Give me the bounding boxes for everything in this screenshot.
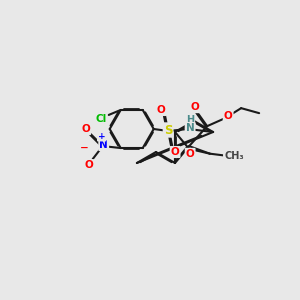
Text: H: H bbox=[186, 115, 194, 125]
Text: O: O bbox=[157, 105, 166, 115]
Text: O: O bbox=[84, 160, 93, 170]
Text: S: S bbox=[164, 124, 172, 136]
Text: O: O bbox=[171, 147, 179, 157]
Text: O: O bbox=[81, 124, 90, 134]
Text: −: − bbox=[80, 143, 89, 153]
Text: O: O bbox=[191, 102, 200, 112]
Text: +: + bbox=[98, 132, 106, 141]
Text: Cl: Cl bbox=[95, 114, 106, 124]
Text: CH₃: CH₃ bbox=[224, 151, 244, 161]
Text: O: O bbox=[224, 111, 233, 121]
Text: N: N bbox=[99, 140, 108, 150]
Text: O: O bbox=[186, 149, 194, 159]
Text: N: N bbox=[186, 123, 194, 133]
